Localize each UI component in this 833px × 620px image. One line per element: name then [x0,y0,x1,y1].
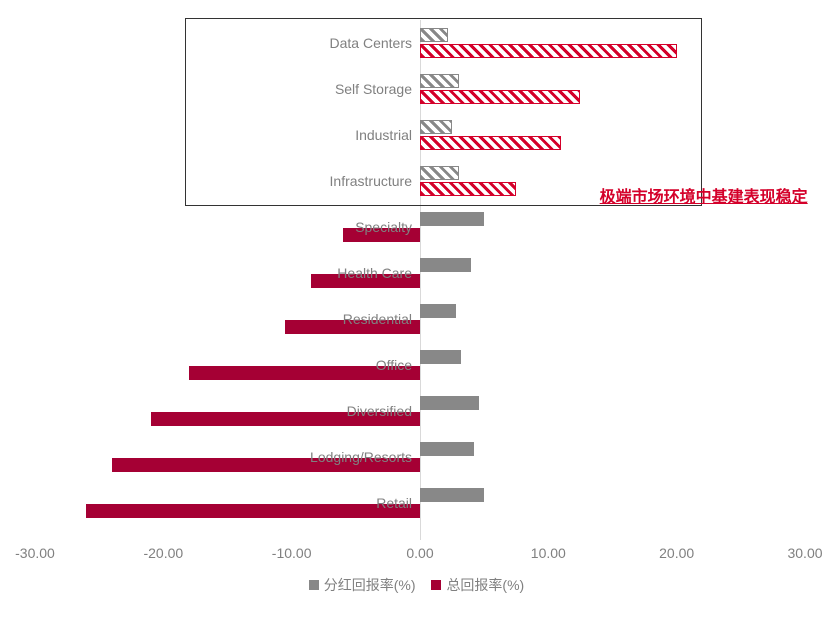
bar-dividend [420,74,459,88]
category-label: Retail [376,495,412,511]
bar-dividend [420,304,456,318]
legend: 分红回报率(%) 总回报率(%) [0,575,833,595]
bar-dividend [420,350,461,364]
bar-dividend [420,488,484,502]
category-label: Industrial [355,127,412,143]
bar-dividend [420,258,471,272]
bar-dividend [420,120,452,134]
bar-dividend [420,442,474,456]
chart-row: Self Storage [35,66,805,112]
x-tick-label: 0.00 [406,545,433,561]
x-tick-label: -10.00 [272,545,312,561]
bar-total [420,44,677,58]
bar-dividend [420,28,448,42]
chart-row: Health Care [35,250,805,296]
chart-row: Residential [35,296,805,342]
x-tick-label: 30.00 [787,545,822,561]
legend-swatch-red [431,580,441,590]
x-tick-label: -20.00 [143,545,183,561]
plot-area: -30.00-20.00-10.000.0010.0020.0030.00Dat… [35,20,805,540]
bar-dividend [420,166,459,180]
category-label: Self Storage [335,81,412,97]
chart-row: Lodging/Resorts [35,434,805,480]
bar-dividend [420,396,479,410]
category-label: Lodging/Resorts [310,449,412,465]
x-tick-label: 10.00 [531,545,566,561]
chart-row: Diversified [35,388,805,434]
x-tick-label: 20.00 [659,545,694,561]
legend-swatch-gray [309,580,319,590]
category-label: Specialty [355,219,412,235]
chart-row: Data Centers [35,20,805,66]
bar-dividend [420,212,484,226]
annotation-text: 极端市场环境中基建表现稳定 [600,183,808,207]
bar-total [420,136,561,150]
chart-row: Office [35,342,805,388]
legend-item-dividend: 分红回报率(%) [309,575,416,595]
legend-label-dividend: 分红回报率(%) [324,575,416,595]
bar-total [420,90,580,104]
chart-row: Industrial [35,112,805,158]
category-label: Data Centers [330,35,412,51]
chart-container: -30.00 -20.00 -10.00 0.00 10.00 20.00 30.00 Dat… [0,0,833,620]
legend-item-total: 总回报率(%) [431,575,524,595]
category-label: Health Care [337,265,412,281]
category-label: Diversified [347,403,412,419]
bar-total [86,504,420,518]
category-label: Office [376,357,412,373]
category-label: Residential [343,311,412,327]
x-tick-label: -30.00 [15,545,55,561]
category-label: Infrastructure [330,173,412,189]
bar-total [420,182,516,196]
chart-row: Specialty [35,204,805,250]
chart-row: Retail [35,480,805,526]
legend-label-total: 总回报率(%) [446,575,524,595]
